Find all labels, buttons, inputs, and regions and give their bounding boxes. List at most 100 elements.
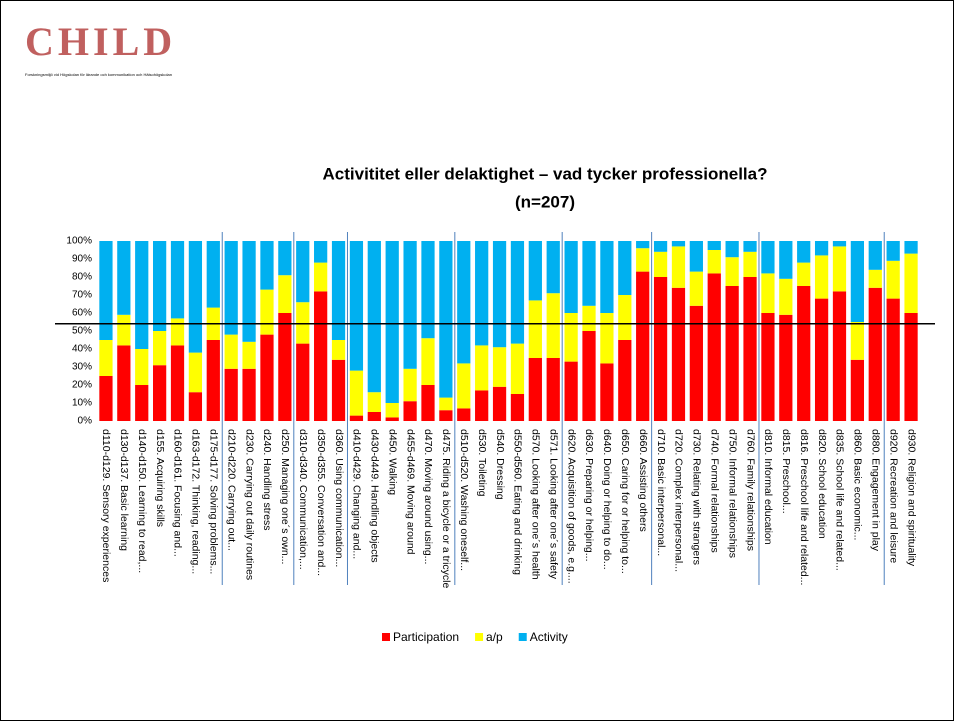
legend-swatch <box>475 633 484 641</box>
bar-segment <box>546 241 560 294</box>
x-tick-label: d920. Recreation and leisure <box>887 429 899 563</box>
bar-segment <box>600 363 614 421</box>
bar-segment <box>689 241 703 272</box>
bar-segment <box>135 385 149 421</box>
legend-label: Activity <box>530 630 568 644</box>
y-tick-label: 10% <box>72 398 92 409</box>
x-tick-label: d820. School education <box>816 429 828 539</box>
bar-segment <box>528 300 542 358</box>
legend-swatch <box>518 633 527 641</box>
bar-segment <box>224 241 238 335</box>
x-tick-label: d130-d137. Basic learning <box>118 429 130 551</box>
x-tick-label: d210-d220. Carrying out... <box>225 429 237 551</box>
bar-segment <box>152 241 167 331</box>
bar-segment <box>761 313 775 421</box>
x-tick-label: d760. Family relationships <box>744 429 756 551</box>
bar-segment <box>886 260 900 299</box>
bar-segment <box>850 359 865 421</box>
legend-swatch <box>382 633 390 641</box>
bar-segment <box>797 241 811 263</box>
x-tick-label: d740. Formal relationships <box>708 429 720 553</box>
bar-segment <box>868 241 882 270</box>
bar-segment <box>814 298 829 421</box>
x-tick-label: d455-d469. Moving around <box>404 429 416 555</box>
bar-segment <box>814 241 829 256</box>
bar-segment <box>367 392 381 412</box>
bar-segment <box>743 277 757 421</box>
x-tick-label: d835. School life and related... <box>834 429 846 571</box>
bar-segment <box>707 273 721 421</box>
bar-segment <box>904 253 918 313</box>
bar-segment <box>492 347 507 387</box>
bar-segment <box>618 241 632 295</box>
bar-segment <box>510 394 525 421</box>
bar-segment <box>421 338 435 385</box>
logo-title: CHILD <box>25 19 176 64</box>
bar-segment <box>224 334 238 369</box>
bar-segment <box>349 370 364 416</box>
x-tick-label: d155. Acquiring skills <box>154 429 166 527</box>
bar-segment <box>832 241 847 247</box>
bar-segment <box>152 365 167 421</box>
bar-segment <box>314 262 328 292</box>
logo-subtitle: Forskningsmiljö vid Högskolan för lärand… <box>25 72 172 77</box>
bar-segment <box>331 241 346 340</box>
bar-segment <box>403 401 417 421</box>
bar-segment <box>367 241 381 393</box>
x-tick-label: d110-d129. Sensory experiences <box>100 429 112 582</box>
bar-segment <box>582 331 596 421</box>
bar-segment <box>492 241 507 348</box>
bar-segment <box>242 368 256 421</box>
bar-segment <box>296 343 310 421</box>
bar-segment <box>814 255 829 299</box>
bar-segment <box>403 241 417 369</box>
bar-segment <box>868 269 882 288</box>
legend-label: Participation <box>393 630 459 644</box>
bar-segment <box>707 241 721 250</box>
bar-segment <box>224 368 238 421</box>
bar-segment <box>260 241 274 290</box>
bar-segment <box>779 278 793 315</box>
y-tick-label: 40% <box>72 344 92 355</box>
x-tick-label: d410-d429. Changing and... <box>351 429 363 559</box>
bar-segment <box>242 241 256 342</box>
bar-segment <box>170 345 185 421</box>
bar-segment <box>421 241 435 339</box>
x-tick-label: d750. Informal relationships <box>726 429 738 558</box>
bar-segment <box>528 241 542 301</box>
x-tick-label: d475. Riding a bicycle or a tricycle <box>440 429 452 588</box>
x-tick-label: d250. Managing one´s own... <box>279 429 291 564</box>
bar-segment <box>99 241 113 340</box>
x-tick-label: d620. Acquisition of goods, e.g.... <box>565 429 577 584</box>
bar-segment <box>582 305 596 331</box>
x-tick-label: d350-d355. Conversation and... <box>315 429 327 576</box>
x-tick-label: d230. Carrying out daily routines <box>243 429 255 580</box>
x-tick-label: d640. Doing or helping to do... <box>601 429 613 570</box>
bar-segment <box>331 340 346 360</box>
bar-segment <box>439 410 453 421</box>
bar-segment <box>707 250 721 274</box>
y-tick-label: 50% <box>72 326 92 337</box>
bar-segment <box>546 293 560 358</box>
x-tick-label: d570. Looking after one´s health <box>530 429 542 580</box>
bar-segment <box>618 340 632 421</box>
x-tick-label: d815. Preschool... <box>780 429 792 514</box>
x-tick-label: d816. Preschool life and related... <box>798 429 810 585</box>
y-tick-label: 90% <box>72 254 92 265</box>
bar-segment <box>152 331 167 366</box>
x-tick-label: d163-d172. Thinking, reading... <box>190 429 202 574</box>
bar-segment <box>564 241 578 313</box>
bar-segment <box>850 241 865 322</box>
bar-segment <box>779 241 793 279</box>
bar-segment <box>314 291 328 421</box>
bar-segment <box>278 241 292 276</box>
x-tick-label: d650. Caring for or helping to... <box>619 429 631 574</box>
bar-segment <box>188 352 203 393</box>
y-tick-label: 100% <box>66 236 92 247</box>
x-tick-label: d450. Walking <box>386 429 398 495</box>
bar-segment <box>367 412 381 421</box>
bar-segment <box>278 313 292 421</box>
bar-segment <box>618 295 632 340</box>
x-tick-label: d571. Looking after one´s safety <box>547 429 559 580</box>
